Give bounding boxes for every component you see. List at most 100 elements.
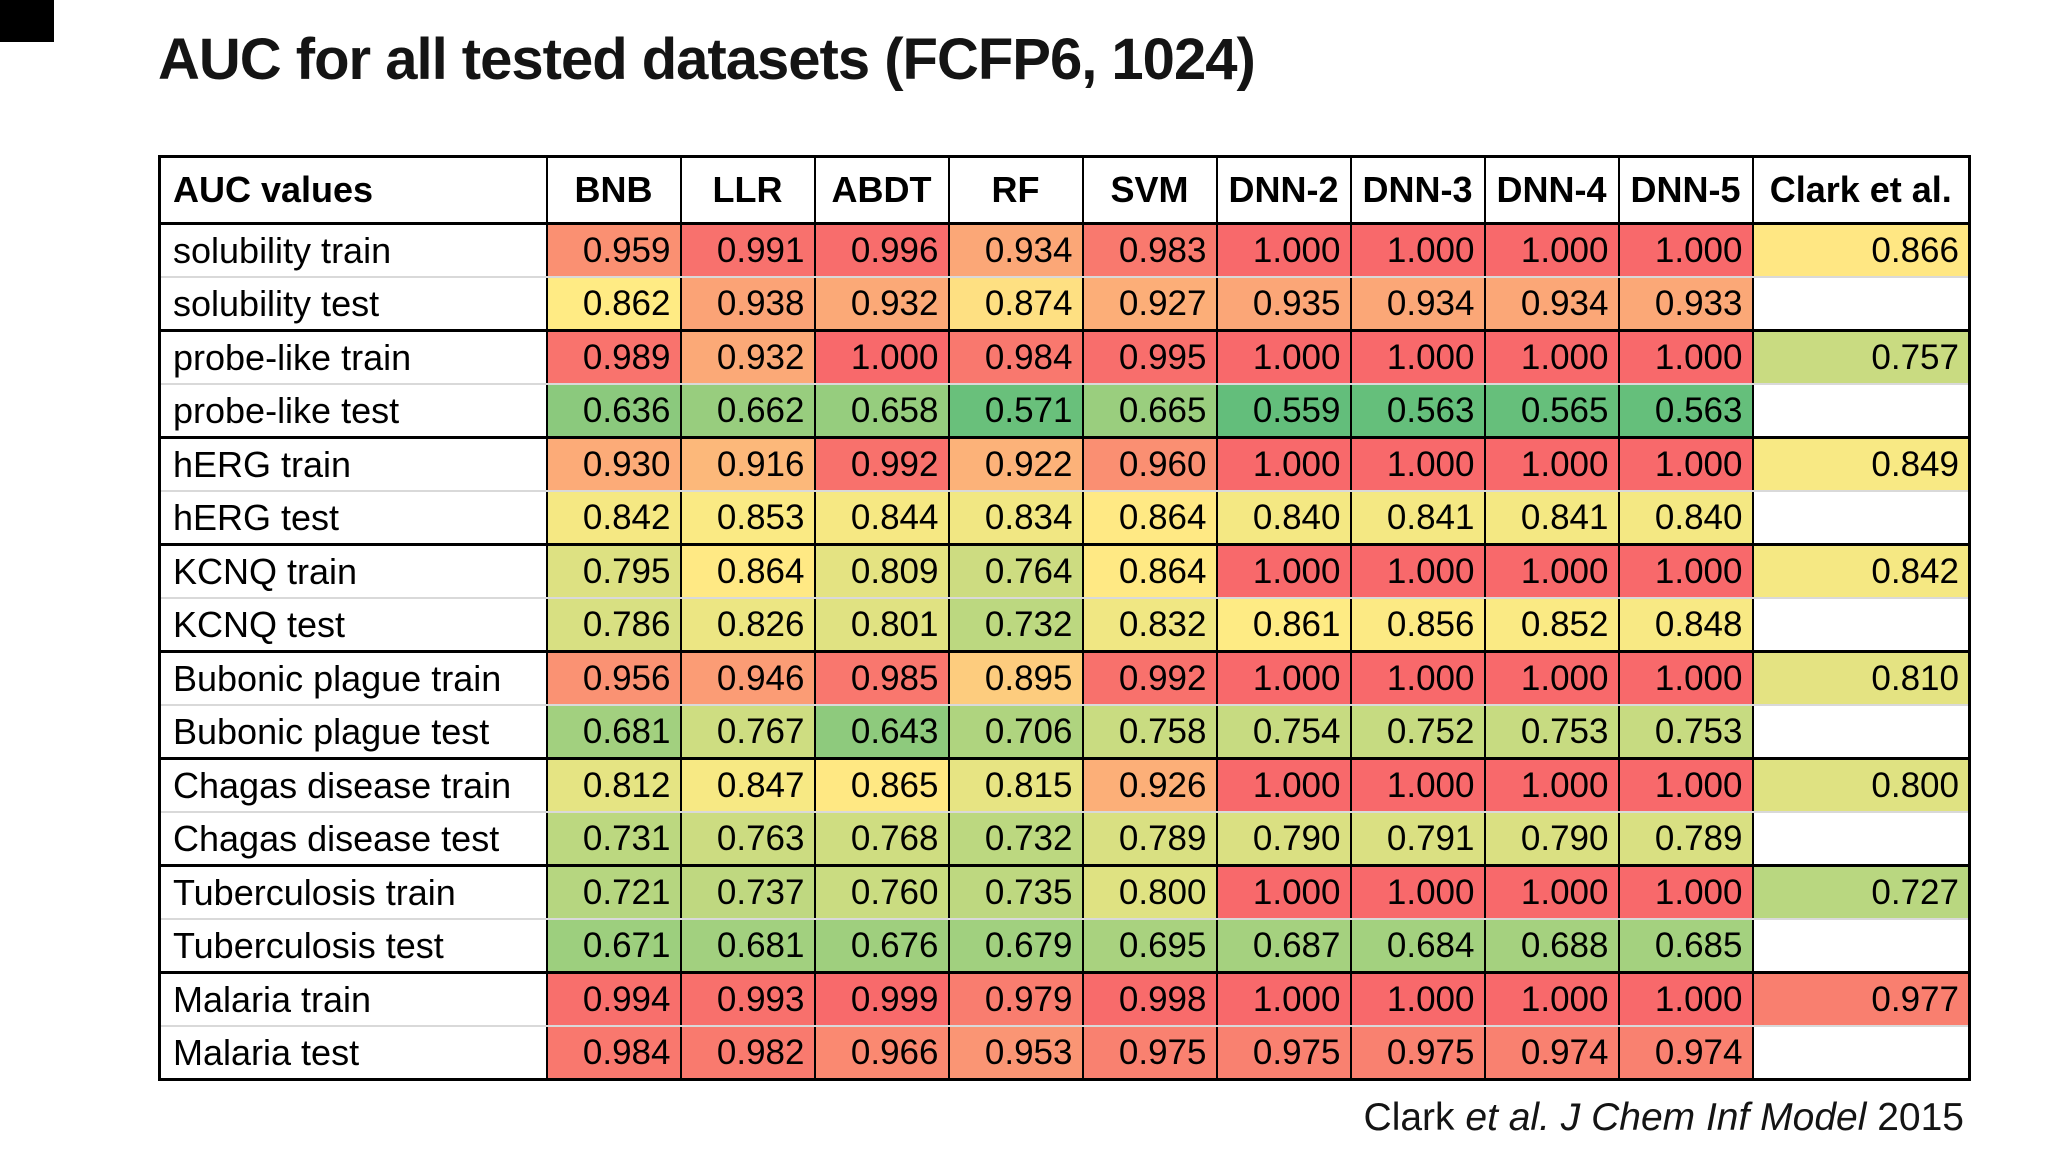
auc-value-cell: 0.687 [1215, 919, 1352, 974]
auc-value-cell: 0.840 [1215, 491, 1352, 546]
auc-value-cell: 0.681 [679, 919, 816, 974]
auc-value-cell: 1.000 [1349, 330, 1486, 385]
column-header-llr: LLR [679, 155, 816, 225]
auc-value-cell: 0.933 [1617, 277, 1754, 332]
auc-value-cell: 0.695 [1081, 919, 1218, 974]
auc-value-cell: 0.847 [679, 758, 816, 813]
auc-value-cell: 0.840 [1617, 491, 1754, 546]
auc-value-cell: 0.662 [679, 384, 816, 439]
citation: Clark et al. J Chem Inf Model 2015 [1364, 1096, 1964, 1140]
corner-mark [0, 0, 54, 42]
table-row: solubility test 0.862 0.938 0.932 0.874 0.927… [158, 277, 1971, 332]
auc-value-cell: 1.000 [1617, 544, 1754, 599]
citation-author: Clark [1363, 1096, 1466, 1139]
row-label: KCNQ train [158, 544, 548, 599]
auc-value-cell: 1.000 [1349, 651, 1486, 706]
auc-value-cell: 1.000 [1215, 972, 1352, 1027]
column-header-rf: RF [947, 155, 1084, 225]
auc-value-cell: 1.000 [1617, 330, 1754, 385]
auc-value-cell: 0.563 [1617, 384, 1754, 439]
auc-value-cell: 0.760 [813, 865, 950, 920]
row-label: Malaria train [158, 972, 548, 1027]
table-row: Chagas disease test 0.731 0.763 0.768 0.732 0… [158, 812, 1971, 867]
clark-value-cell: 0.977 [1751, 972, 1971, 1027]
auc-value-cell: 0.926 [1081, 758, 1218, 813]
auc-value-cell: 0.994 [545, 972, 682, 1027]
auc-value-cell: 0.848 [1617, 598, 1754, 653]
auc-value-cell: 1.000 [1349, 972, 1486, 1027]
auc-value-cell: 1.000 [1483, 865, 1620, 920]
auc-value-cell: 0.934 [1349, 277, 1486, 332]
row-label: solubility test [158, 277, 548, 332]
auc-value-cell: 0.732 [947, 598, 1084, 653]
auc-value-cell: 0.812 [545, 758, 682, 813]
clark-value-cell: 0.849 [1751, 437, 1971, 492]
column-header-dnn-5: DNN-5 [1617, 155, 1754, 225]
auc-value-cell: 0.934 [947, 223, 1084, 278]
auc-value-cell: 0.754 [1215, 705, 1352, 760]
auc-value-cell: 0.934 [1483, 277, 1620, 332]
auc-value-cell: 0.959 [545, 223, 682, 278]
clark-value-cell [1751, 491, 1971, 546]
column-header-dnn-4: DNN-4 [1483, 155, 1620, 225]
row-label: Bubonic plague test [158, 705, 548, 760]
row-label: Tuberculosis test [158, 919, 548, 974]
auc-value-cell: 1.000 [1215, 758, 1352, 813]
auc-value-cell: 1.000 [813, 330, 950, 385]
auc-value-cell: 1.000 [1349, 544, 1486, 599]
auc-value-cell: 1.000 [1349, 437, 1486, 492]
column-header-auc-values: AUC values [158, 155, 548, 225]
table-row: hERG test 0.842 0.853 0.844 0.834 0.864 0.840 0… [158, 491, 1971, 546]
auc-value-cell: 1.000 [1215, 437, 1352, 492]
auc-value-cell: 0.706 [947, 705, 1084, 760]
auc-value-cell: 0.735 [947, 865, 1084, 920]
auc-value-cell: 0.786 [545, 598, 682, 653]
auc-value-cell: 0.636 [545, 384, 682, 439]
row-label: solubility train [158, 223, 548, 278]
auc-value-cell: 1.000 [1483, 223, 1620, 278]
clark-value-cell [1751, 705, 1971, 760]
auc-value-cell: 1.000 [1617, 972, 1754, 1027]
clark-value-cell [1751, 812, 1971, 867]
auc-value-cell: 1.000 [1215, 865, 1352, 920]
auc-value-cell: 0.676 [813, 919, 950, 974]
citation-year: 2015 [1866, 1096, 1964, 1139]
auc-value-cell: 0.984 [545, 1026, 682, 1081]
auc-value-cell: 0.643 [813, 705, 950, 760]
auc-value-cell: 1.000 [1215, 544, 1352, 599]
auc-value-cell: 0.789 [1617, 812, 1754, 867]
auc-value-cell: 1.000 [1483, 651, 1620, 706]
auc-value-cell: 1.000 [1483, 544, 1620, 599]
auc-value-cell: 0.752 [1349, 705, 1486, 760]
auc-value-cell: 1.000 [1349, 758, 1486, 813]
row-label: Chagas disease test [158, 812, 548, 867]
auc-value-cell: 0.861 [1215, 598, 1352, 653]
clark-value-cell [1751, 1026, 1971, 1081]
auc-value-cell: 0.801 [813, 598, 950, 653]
auc-value-cell: 0.998 [1081, 972, 1218, 1027]
auc-value-cell: 1.000 [1617, 437, 1754, 492]
auc-value-cell: 0.800 [1081, 865, 1218, 920]
row-label: Bubonic plague train [158, 651, 548, 706]
auc-value-cell: 0.826 [679, 598, 816, 653]
auc-value-cell: 0.922 [947, 437, 1084, 492]
table-row: probe-like test 0.636 0.662 0.658 0.571 0.665… [158, 384, 1971, 439]
auc-value-cell: 0.764 [947, 544, 1084, 599]
auc-value-cell: 0.996 [813, 223, 950, 278]
auc-value-cell: 1.000 [1215, 651, 1352, 706]
auc-value-cell: 0.916 [679, 437, 816, 492]
auc-value-cell: 0.832 [1081, 598, 1218, 653]
clark-value-cell: 0.727 [1751, 865, 1971, 920]
table-row: solubility train 0.959 0.991 0.996 0.934 0.98… [158, 223, 1971, 278]
auc-value-cell: 0.960 [1081, 437, 1218, 492]
clark-value-cell: 0.866 [1751, 223, 1971, 278]
row-label: Malaria test [158, 1026, 548, 1081]
auc-value-cell: 0.999 [813, 972, 950, 1027]
auc-value-cell: 0.935 [1215, 277, 1352, 332]
table-row: Tuberculosis train 0.721 0.737 0.760 0.735 0.… [158, 865, 1971, 920]
auc-value-cell: 0.966 [813, 1026, 950, 1081]
auc-value-cell: 0.841 [1349, 491, 1486, 546]
clark-value-cell: 0.800 [1751, 758, 1971, 813]
auc-value-cell: 0.841 [1483, 491, 1620, 546]
column-header-svm: SVM [1081, 155, 1218, 225]
